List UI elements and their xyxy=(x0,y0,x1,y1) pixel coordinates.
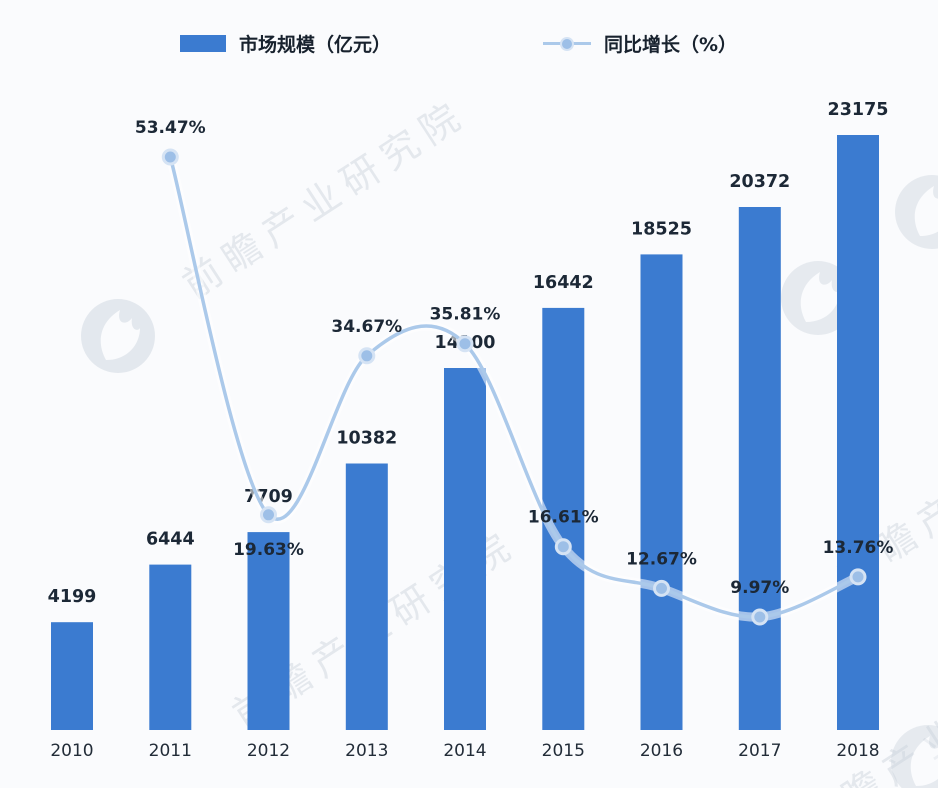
growth-point xyxy=(161,148,179,166)
bar-value-label: 23175 xyxy=(828,100,889,120)
bar-2018 xyxy=(837,135,879,730)
growth-value-label: 35.81% xyxy=(430,305,501,325)
bar-value-label: 10382 xyxy=(336,429,397,449)
bar-value-label: 16442 xyxy=(533,273,594,293)
growth-point xyxy=(554,538,572,556)
bar-2013 xyxy=(345,463,388,730)
x-axis-label: 2018 xyxy=(836,741,879,761)
growth-point xyxy=(260,506,277,524)
legend-item-line: 同比增长（%） xyxy=(543,30,737,57)
bar-value-label: 18525 xyxy=(631,219,692,239)
x-axis-label: 2017 xyxy=(738,741,781,761)
bar-value-label: 4199 xyxy=(48,587,97,607)
growth-point xyxy=(849,568,867,586)
bar-2011 xyxy=(149,564,192,730)
bar-2016 xyxy=(640,254,683,730)
x-axis-label: 2013 xyxy=(345,741,388,761)
growth-value-label: 19.63% xyxy=(233,540,304,560)
growth-point xyxy=(358,347,376,365)
line-legend-label: 同比增长（%） xyxy=(604,34,738,56)
bar-legend-label: 市场规模（亿元） xyxy=(239,34,392,56)
growth-value-label: 53.47% xyxy=(135,118,206,138)
x-axis-label: 2012 xyxy=(247,741,290,761)
bar-value-label: 6444 xyxy=(146,530,195,550)
growth-value-label: 12.67% xyxy=(626,549,697,569)
x-axis-label: 2014 xyxy=(443,741,486,761)
bar-2010 xyxy=(51,622,93,730)
growth-point xyxy=(653,579,670,597)
x-axis-label: 2010 xyxy=(50,741,93,761)
legend-item-bar: 市场规模（亿元） xyxy=(180,30,391,57)
bar-value-label: 20372 xyxy=(729,172,790,192)
growth-point xyxy=(751,608,769,626)
growth-value-label: 13.76% xyxy=(823,538,894,558)
x-axis-label: 2011 xyxy=(149,741,192,761)
x-axis-label: 2016 xyxy=(640,741,683,761)
growth-value-label: 9.97% xyxy=(730,578,789,598)
line-legend-swatch xyxy=(543,36,591,51)
bar-2014 xyxy=(444,368,486,730)
line-legend-dot-icon xyxy=(560,36,574,51)
growth-value-label: 34.67% xyxy=(331,317,402,337)
bar-2012 xyxy=(247,532,290,730)
x-axis-label: 2015 xyxy=(542,741,585,761)
growth-value-label: 16.61% xyxy=(528,508,599,528)
growth-point xyxy=(456,335,474,353)
bar-2017 xyxy=(738,207,781,730)
bar-legend-swatch xyxy=(180,35,226,52)
